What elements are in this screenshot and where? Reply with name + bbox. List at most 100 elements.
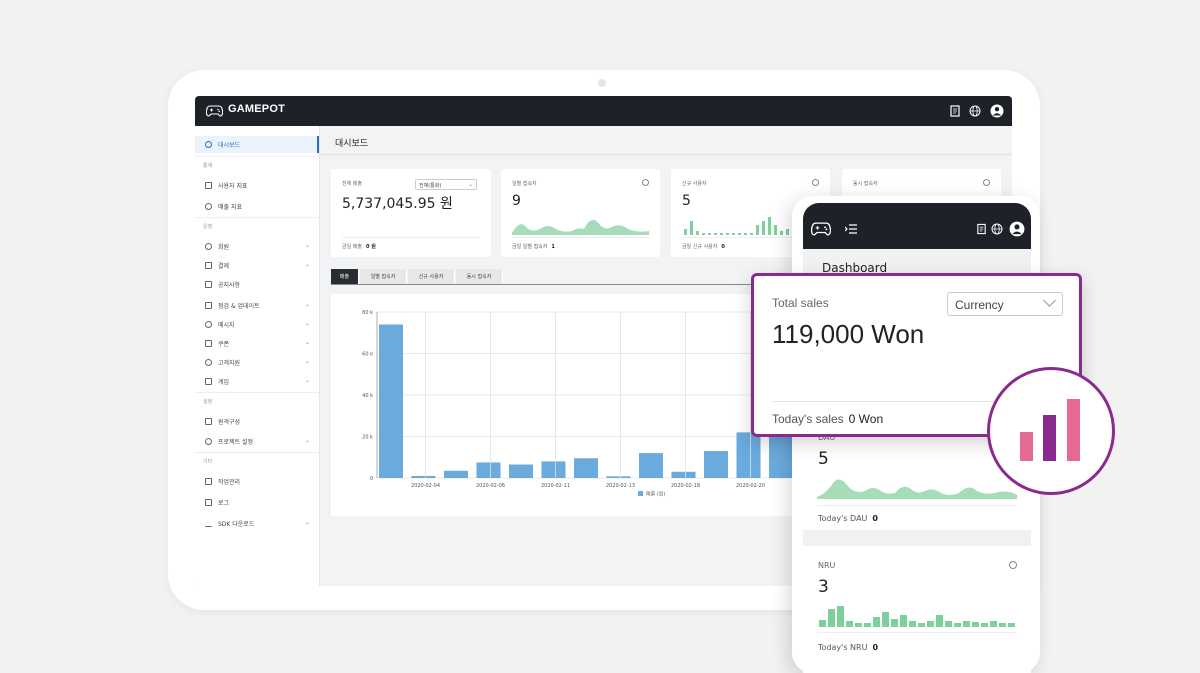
card-foot: 금일 신규 사용자 0 <box>682 244 725 250</box>
globe-icon[interactable] <box>969 105 981 117</box>
sidebar-item-maintenance[interactable]: 점검 & 업데이트 ⌄ <box>195 297 319 314</box>
sidebar-item-support[interactable]: 고객지원 ⌄ <box>195 354 319 371</box>
sales-bar-chart: 0 20 k 40 k 60 k 80 k 2020-02-04 2020-02-06 202… <box>362 310 1011 498</box>
card-label: 일별 접속자 <box>512 181 537 187</box>
chevron-down-icon: ⌄ <box>304 358 310 365</box>
currency-select[interactable]: 전체(통화) ⌄ <box>415 179 477 190</box>
card-value: 9 <box>512 193 521 209</box>
bar-chart-icon <box>1020 399 1080 461</box>
chevron-down-icon: ⌄ <box>304 242 310 249</box>
card-icon <box>205 262 212 269</box>
dashboard-icon <box>205 141 212 148</box>
coupon-icon <box>205 340 212 347</box>
document-icon <box>205 182 212 189</box>
x-tick-label: 2020-02-04 <box>411 483 440 489</box>
card-value: 5 <box>682 193 691 209</box>
globe-icon[interactable] <box>991 223 1003 235</box>
chevron-down-icon: ⌄ <box>304 339 310 346</box>
sidebar-item-coupon[interactable]: 쿠폰 ⌄ <box>195 335 319 352</box>
chevron-down-icon: ⌄ <box>467 181 473 188</box>
page-title: 대시보드 <box>335 139 369 149</box>
group-settings: 설정 <box>203 399 213 405</box>
mobile-page-title: Dashboard <box>822 261 888 275</box>
card-foot: Today's DAU 0 <box>818 514 878 523</box>
tab-sales[interactable]: 매출 <box>331 269 359 284</box>
bar <box>476 462 501 478</box>
x-tick-label: 2020-02-06 <box>476 483 505 489</box>
top-bar: GAMEPOT <box>195 96 1012 126</box>
sidebar-item-sdk-download[interactable]: SDK 다운로드 ⌄ <box>195 515 319 532</box>
divider <box>772 401 1061 402</box>
divider <box>817 632 1017 633</box>
sidebar-item-members[interactable]: 회원 ⌄ <box>195 238 319 255</box>
sidebar: 대시보드 통계 사용자 지표 매출 지표 운영 회원 ⌄ 결제 ⌄ 공지사항 점검 … <box>195 126 320 586</box>
chevron-down-icon <box>1043 294 1056 307</box>
bar-chart-badge <box>987 367 1115 495</box>
document-icon[interactable] <box>949 105 961 117</box>
x-tick-label: 2020-02-11 <box>541 483 570 489</box>
gamepad-icon <box>206 105 223 117</box>
task-icon <box>205 478 212 485</box>
sidebar-item-user-metrics[interactable]: 사용자 지표 <box>195 177 319 194</box>
menu-collapse-icon[interactable] <box>845 224 857 234</box>
sidebar-item-game[interactable]: 게임 ⌄ <box>195 373 319 390</box>
x-tick-label: 2020-02-13 <box>606 483 635 489</box>
user-icon[interactable] <box>1009 221 1025 237</box>
card-foot: Today's NRU 0 <box>818 643 879 652</box>
sidebar-item-remote-config[interactable]: 원격구성 <box>195 413 319 430</box>
sidebar-item-log[interactable]: 로그 <box>195 494 319 511</box>
bar <box>574 458 598 478</box>
nru-card: NRU 3 Today's NRU 0 <box>803 546 1031 673</box>
sidebar-item-notice[interactable]: 공지사항 <box>195 276 319 293</box>
bar-sparkline <box>819 606 1015 627</box>
divider <box>195 156 319 157</box>
brand-name: GAMEPOT <box>228 103 286 115</box>
bar <box>736 432 761 478</box>
bar <box>671 471 696 478</box>
info-icon[interactable] <box>983 179 990 186</box>
user-icon[interactable] <box>990 104 1004 118</box>
monitor-icon <box>205 302 212 309</box>
sidebar-item-tasks[interactable]: 작업관리 <box>195 473 319 490</box>
chevron-down-icon: ⌄ <box>304 320 310 327</box>
bar <box>541 461 566 478</box>
info-icon[interactable] <box>1009 561 1017 569</box>
card-value: 5 <box>818 449 829 469</box>
currency-select[interactable]: Currency <box>947 292 1063 316</box>
divider <box>682 237 819 238</box>
info-icon[interactable] <box>642 179 649 186</box>
sidebar-item-project-settings[interactable]: 프로젝트 설정 ⌄ <box>195 433 319 450</box>
tab-new-users[interactable]: 신규 사용자 <box>408 269 455 284</box>
y-tick-label: 40 k <box>362 393 373 399</box>
sidebar-item-dashboard[interactable]: 대시보드 <box>195 136 319 153</box>
bar <box>444 470 468 478</box>
card-foot: 금일 일별 접속자 1 <box>512 244 555 250</box>
coin-icon <box>205 203 212 210</box>
divider <box>195 392 319 393</box>
popup-value: 119,000 Won <box>772 319 925 349</box>
download-icon <box>205 520 212 527</box>
document-icon[interactable] <box>976 223 987 235</box>
sidebar-item-payment[interactable]: 결제 ⌄ <box>195 257 319 274</box>
sidebar-item-message[interactable]: 메시지 ⌄ <box>195 316 319 333</box>
bar <box>769 432 793 478</box>
gear-icon <box>205 438 212 445</box>
total-sales-card: 전체 매출 전체(통화) ⌄ 5,737,045.95 원 금일 매출 0 원 <box>331 169 491 257</box>
sidebar-item-sales-metrics[interactable]: 매출 지표 <box>195 198 319 215</box>
x-tick-label: 2020-02-18 <box>671 483 700 489</box>
tab-daily-users[interactable]: 일별 접속자 <box>360 269 407 284</box>
group-stats: 통계 <box>203 163 213 169</box>
divider <box>342 237 480 238</box>
divider <box>195 452 319 453</box>
legend-label: 매출 (원) <box>646 491 665 498</box>
chevron-down-icon: ⌄ <box>304 261 310 268</box>
popup-label: Total sales <box>772 296 829 310</box>
area-sparkline <box>817 479 1017 499</box>
card-label: NRU <box>818 561 836 570</box>
info-icon[interactable] <box>812 179 819 186</box>
card-label: 전체 매출 <box>342 181 362 187</box>
bar <box>606 476 631 478</box>
tab-concurrent-users[interactable]: 동시 접속자 <box>456 269 503 284</box>
divider <box>817 505 1017 506</box>
card-label: 신규 사용자 <box>682 181 707 187</box>
